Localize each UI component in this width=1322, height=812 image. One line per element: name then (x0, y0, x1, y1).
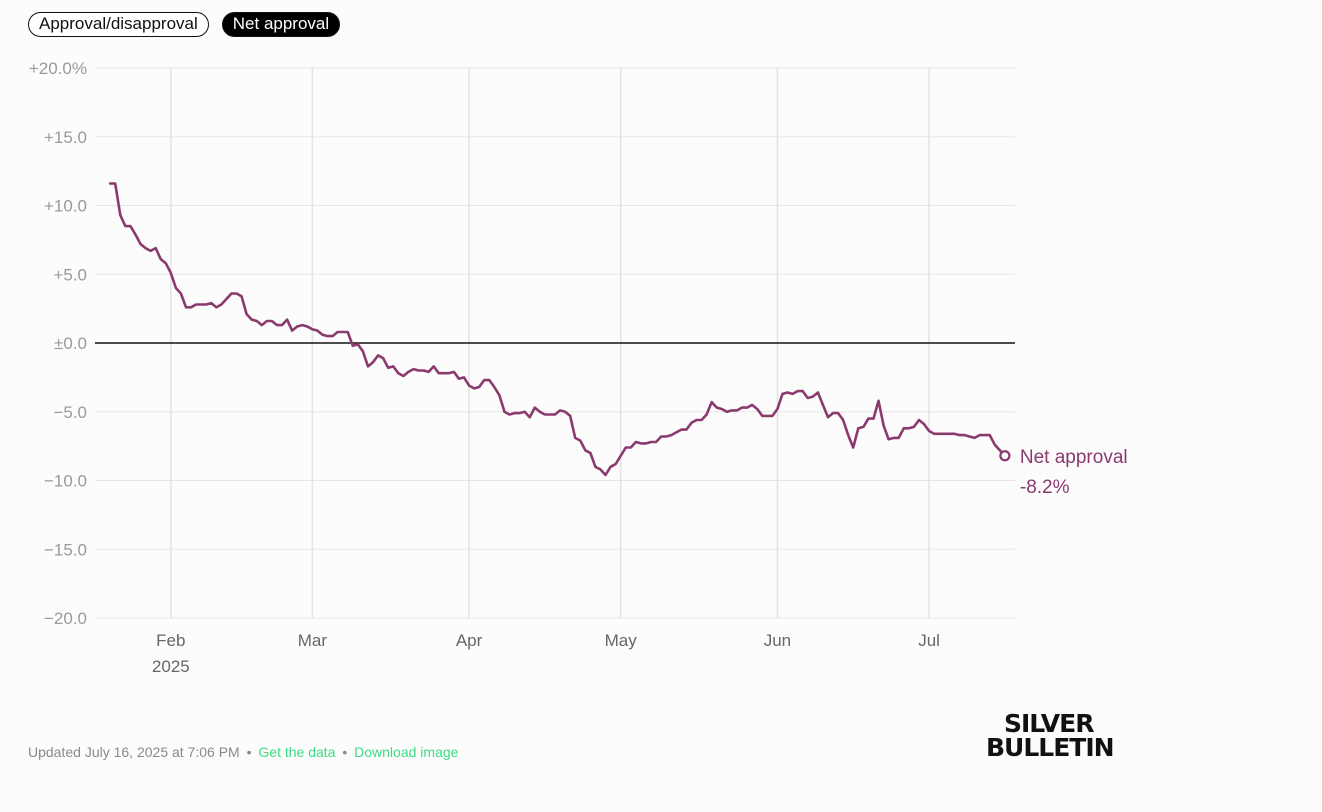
y-tick-label: ±0.0 (54, 334, 87, 353)
y-tick-label: +10.0 (44, 197, 87, 216)
y-tick-label: −5.0 (53, 403, 87, 422)
x-tick-label: Jun (764, 631, 791, 650)
y-tick-label: +15.0 (44, 128, 87, 147)
y-tick-label: −10.0 (44, 472, 87, 491)
footer-separator: • (246, 744, 252, 760)
logo-line-1: SILVER (1004, 709, 1094, 738)
end-value-label: -8.2% (1020, 477, 1070, 498)
silver-bulletin-logo: SILVER BULLETIN (986, 709, 1115, 762)
updated-timestamp: Updated July 16, 2025 at 7:06 PM (28, 744, 240, 760)
x-tick-label: Feb (156, 631, 185, 650)
end-series-label: Net approval (1020, 447, 1128, 468)
x-tick-label: Apr (456, 631, 483, 650)
end-point-marker (999, 450, 1011, 462)
x-tick-label: May (605, 631, 638, 650)
series-line-net-approval (108, 182, 1007, 477)
y-tick-label: −15.0 (44, 540, 87, 559)
y-tick-label: −20.0 (44, 609, 87, 628)
y-tick-label: +20.0% (29, 59, 87, 78)
x-tick-label: Jul (918, 631, 940, 650)
logo-line-2: BULLETIN (986, 733, 1115, 762)
net-approval-chart: +20.0% +15.0 +10.0 +5.0 ±0.0 −5.0 −10.0 −15.0 −2… (29, 59, 1128, 676)
download-image-link[interactable]: Download image (354, 744, 459, 760)
toggle-net-approval[interactable]: Net approval (221, 12, 341, 37)
y-tick-label: +5.0 (53, 265, 87, 284)
x-tick-sublabel: 2025 (152, 657, 190, 676)
footer: Updated July 16, 2025 at 7:06 PM • Get t… (28, 744, 458, 760)
get-data-link[interactable]: Get the data (258, 744, 336, 760)
x-tick-label: Mar (298, 631, 328, 650)
footer-separator: • (342, 744, 348, 760)
toggle-approval-disapproval[interactable]: Approval/disapproval (28, 12, 209, 37)
view-toggle: Approval/disapproval Net approval (28, 12, 341, 37)
